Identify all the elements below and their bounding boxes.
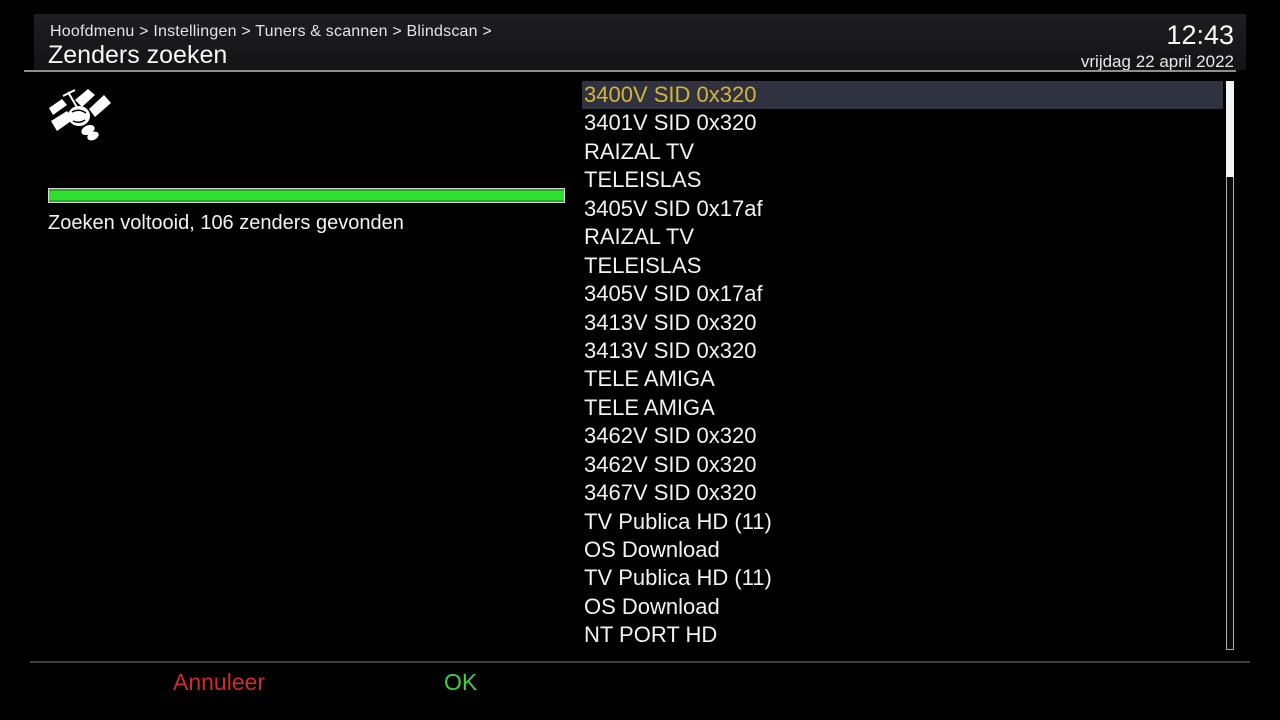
list-item[interactable]: OS Download [584,593,720,619]
list-item[interactable]: TELE AMIGA [584,366,715,392]
ok-button[interactable]: OK [444,669,478,695]
list-item[interactable]: 3405V SID 0x17af [584,195,763,221]
list-item[interactable]: TV Publica HD (11) [584,565,772,591]
list-item[interactable]: TELE AMIGA [584,394,715,420]
footer-separator [30,661,1250,663]
satellite-icon [48,85,112,145]
list-item[interactable]: NT PORT HD [584,622,718,648]
list-item[interactable]: 3462V SID 0x320 [584,451,757,477]
clock-date: vrijdag 22 april 2022 [1080,52,1234,71]
scan-progress-bar [48,188,565,203]
cancel-button[interactable]: Annuleer [173,669,266,695]
scan-status-text: Zoeken voltooid, 106 zenders gevonden [48,212,404,234]
scrollbar-thumb[interactable] [1226,81,1234,177]
list-item[interactable]: 3400V SID 0x320 [582,81,1223,110]
list-item[interactable]: TELEISLAS [584,252,702,278]
breadcrumb: Hoofdmenu > Instellingen > Tuners & scan… [50,23,492,40]
list-item[interactable]: OS Download [584,537,720,562]
list-item[interactable]: RAIZAL TV [584,224,695,250]
header-separator [24,70,1236,72]
list-item[interactable]: 3405V SID 0x17af [584,281,763,307]
page-title: Zenders zoeken [48,41,228,69]
list-item[interactable]: 3413V SID 0x320 [584,309,757,335]
list-item[interactable]: 3467V SID 0x320 [584,480,757,506]
list-item[interactable]: TV Publica HD (11) [584,508,772,534]
list-item[interactable]: 3413V SID 0x320 [584,337,757,363]
header-bar: Hoofdmenu > Instellingen > Tuners & scan… [34,14,1246,71]
clock-time: 12:43 [1166,20,1234,50]
channel-list[interactable]: 3400V SID 0x320 3401V SID 0x320 RAIZAL TV T… [582,81,1223,650]
list-item[interactable]: RAIZAL TV [584,138,695,164]
scan-progress-fill [49,189,564,202]
list-item[interactable]: 3401V SID 0x320 [584,110,757,136]
list-item[interactable]: 3462V SID 0x320 [584,423,757,449]
list-item[interactable]: TELEISLAS [584,167,702,193]
